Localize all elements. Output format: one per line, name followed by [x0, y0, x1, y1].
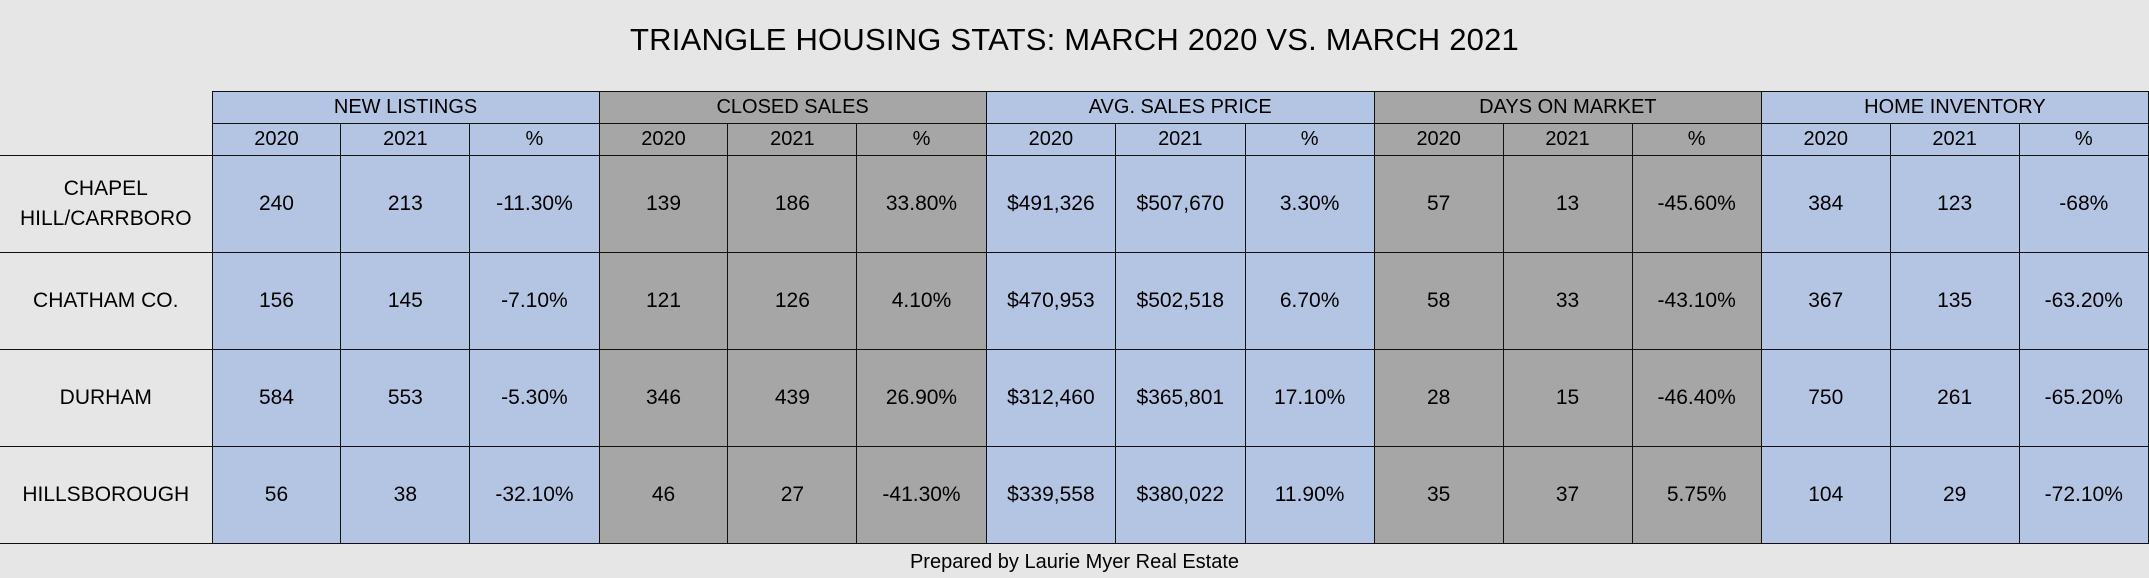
data-cell: 15: [1502, 349, 1633, 447]
region-label: CHATHAM CO.: [0, 252, 213, 350]
data-cell: -63.20%: [2018, 252, 2149, 350]
data-cell: 5.75%: [1631, 446, 1762, 544]
page-title: TRIANGLE HOUSING STATS: MARCH 2020 VS. M…: [630, 22, 1519, 57]
group-header-days-on-market: DAYS ON MARKET: [1373, 91, 1762, 124]
data-cell: 135: [1889, 252, 2020, 350]
data-cell: 186: [727, 155, 858, 253]
region-label: CHAPEL HILL/CARRBORO: [0, 155, 213, 253]
data-cell: 27: [727, 446, 858, 544]
data-cell: 145: [340, 252, 471, 350]
data-cell: 26.90%: [856, 349, 987, 447]
data-cell: 37: [1502, 446, 1633, 544]
data-cell: -5.30%: [469, 349, 600, 447]
housing-stats-table: NEW LISTINGS CLOSED SALES AVG. SALES PRI…: [0, 91, 2149, 544]
subheader-cell: 2021: [340, 123, 471, 156]
data-cell: $365,801: [1115, 349, 1246, 447]
data-cell: 33.80%: [856, 155, 987, 253]
data-cell: 213: [340, 155, 471, 253]
data-cell: 28: [1373, 349, 1504, 447]
data-cell: 33: [1502, 252, 1633, 350]
group-header-row: NEW LISTINGS CLOSED SALES AVG. SALES PRI…: [0, 91, 2149, 156]
data-cell: $507,670: [1115, 155, 1246, 253]
subheader-cell: 2021: [1889, 123, 2020, 156]
subheader-cell: 2020: [1760, 123, 1891, 156]
data-cell: 56: [211, 446, 342, 544]
data-cell: 46: [598, 446, 729, 544]
data-cell: -41.30%: [856, 446, 987, 544]
data-cell: 58: [1373, 252, 1504, 350]
data-cell: 57: [1373, 155, 1504, 253]
data-cell: 121: [598, 252, 729, 350]
data-cell: 11.90%: [1244, 446, 1375, 544]
subheader-cell: %: [469, 123, 600, 156]
data-cell: 4.10%: [856, 252, 987, 350]
data-cell: 126: [727, 252, 858, 350]
subheader-cell: %: [1631, 123, 1762, 156]
data-cell: 13: [1502, 155, 1633, 253]
data-cell: 104: [1760, 446, 1891, 544]
data-cell: 367: [1760, 252, 1891, 350]
data-cell: -46.40%: [1631, 349, 1762, 447]
subheader-cell: 2021: [1502, 123, 1633, 156]
corner-cell: [0, 91, 213, 156]
data-cell: -43.10%: [1631, 252, 1762, 350]
table-row: HILLSBOROUGH 56 38 -32.10% 46 27 -41.30% $339,5…: [0, 446, 2149, 544]
data-cell: $339,558: [985, 446, 1117, 544]
data-cell: -45.60%: [1631, 155, 1762, 253]
group-header-home-inventory: HOME INVENTORY: [1760, 91, 2149, 124]
data-cell: -65.20%: [2018, 349, 2149, 447]
table-row: CHAPEL HILL/CARRBORO 240 213 -11.30% 139 186 3…: [0, 155, 2149, 253]
table-row: DURHAM 584 553 -5.30% 346 439 26.90% $312,460 $3…: [0, 349, 2149, 447]
data-cell: 384: [1760, 155, 1891, 253]
data-cell: 35: [1373, 446, 1504, 544]
group-header-new-listings: NEW LISTINGS: [211, 91, 600, 124]
subheader-cell: %: [856, 123, 987, 156]
data-cell: -68%: [2018, 155, 2149, 253]
subheader-cell: 2020: [598, 123, 729, 156]
data-cell: 38: [340, 446, 471, 544]
data-cell: 123: [1889, 155, 2020, 253]
subheader-cell: 2020: [211, 123, 342, 156]
data-cell: -11.30%: [469, 155, 600, 253]
region-label: HILLSBOROUGH: [0, 446, 213, 544]
table-row: CHATHAM CO. 156 145 -7.10% 121 126 4.10% $470,9…: [0, 252, 2149, 350]
data-cell: $470,953: [985, 252, 1117, 350]
subheader-cell: %: [1244, 123, 1375, 156]
subheader-cell: 2021: [1115, 123, 1246, 156]
data-cell: 17.10%: [1244, 349, 1375, 447]
data-cell: 750: [1760, 349, 1891, 447]
data-cell: 6.70%: [1244, 252, 1375, 350]
data-cell: 439: [727, 349, 858, 447]
subheader-cell: 2021: [727, 123, 858, 156]
data-cell: $491,326: [985, 155, 1117, 253]
data-cell: 584: [211, 349, 342, 447]
data-cell: $380,022: [1115, 446, 1246, 544]
data-cell: -72.10%: [2018, 446, 2149, 544]
data-cell: 156: [211, 252, 342, 350]
data-cell: 261: [1889, 349, 2020, 447]
data-cell: 553: [340, 349, 471, 447]
data-cell: 346: [598, 349, 729, 447]
data-cell: 139: [598, 155, 729, 253]
data-cell: 240: [211, 155, 342, 253]
data-cell: $312,460: [985, 349, 1117, 447]
subheader-cell: %: [2018, 123, 2149, 156]
data-cell: 29: [1889, 446, 2020, 544]
subheader-cell: 2020: [985, 123, 1117, 156]
data-cell: -32.10%: [469, 446, 600, 544]
data-cell: $502,518: [1115, 252, 1246, 350]
region-label: DURHAM: [0, 349, 213, 447]
data-cell: -7.10%: [469, 252, 600, 350]
footer-credit: Prepared by Laurie Myer Real Estate: [909, 551, 1240, 573]
subheader-row: 2020 2021% 2020 2021% 2020 2021% 2020 2021% 2020…: [0, 123, 2149, 156]
group-header-avg-sales-price: AVG. SALES PRICE: [985, 91, 1375, 124]
group-header-closed-sales: CLOSED SALES: [598, 91, 987, 124]
subheader-cell: 2020: [1373, 123, 1504, 156]
data-cell: 3.30%: [1244, 155, 1375, 253]
